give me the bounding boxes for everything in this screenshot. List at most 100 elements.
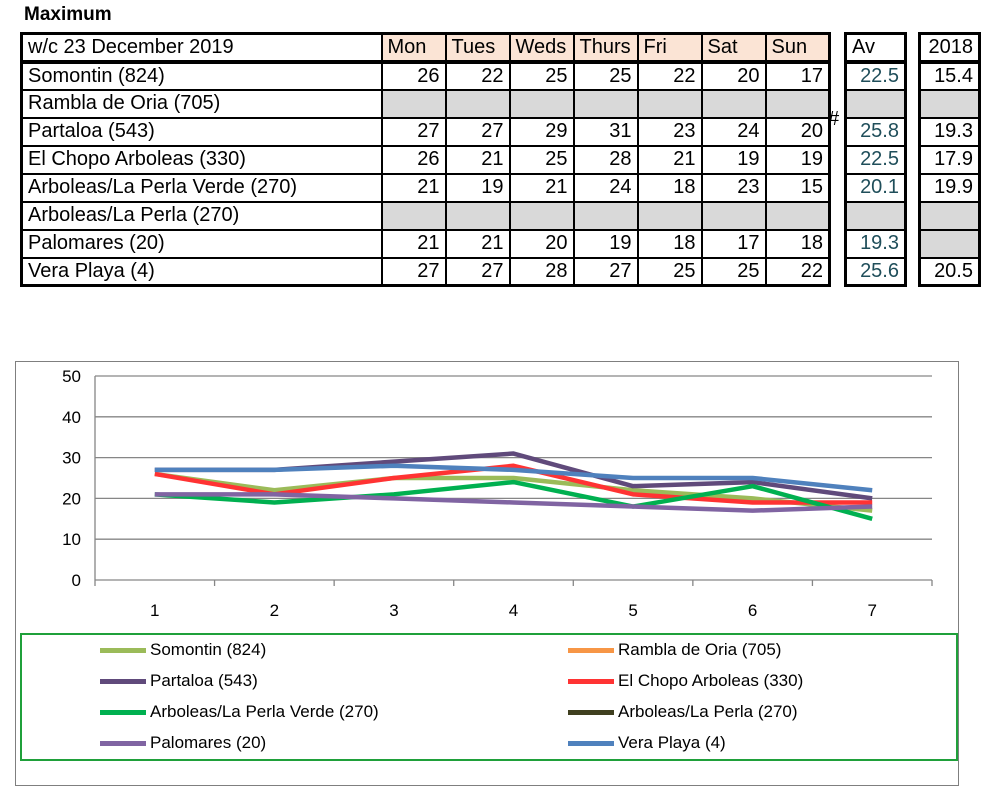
chart-legend: Somontin (824) Rambla de Oria (705) Partal…: [20, 633, 958, 761]
temperature-cell: 21: [444, 144, 511, 175]
legend-swatch: [100, 741, 146, 747]
legend-item: Partaloa (543): [100, 669, 258, 693]
temperature-cell: 20: [700, 60, 767, 91]
x-tick-label: 2: [270, 601, 279, 620]
temperature-cell: 23: [636, 116, 703, 147]
previous-year-cell: 19.9: [918, 172, 981, 203]
temperature-cell: 21: [444, 228, 511, 259]
table-row: Palomares (20) 21 21 20 19 18 17 18: [20, 228, 831, 259]
line-chart: 0 10 20 30 40 50 1 2 3 4 5 6 7: [62, 367, 933, 620]
legend-label: Partaloa (543): [150, 671, 258, 690]
temperature-cell: 28: [508, 256, 575, 287]
temperature-cell: 25: [700, 256, 767, 287]
day-header: Thurs: [572, 32, 639, 64]
temperature-cell: 22: [636, 60, 703, 91]
average-cell: 25.8: [844, 116, 907, 147]
temperature-cell: 19: [700, 144, 767, 175]
table-row: Partaloa (543) 27 27 29 31 23 24 20: [20, 116, 831, 147]
temperature-cell: 27: [380, 256, 447, 287]
previous-year-cell: 20.5: [918, 256, 981, 287]
average-cell: 20.1: [844, 172, 907, 203]
temperature-cell: 24: [572, 172, 639, 203]
week-label: w/c 23 December 2019: [20, 32, 383, 64]
legend-swatch: [568, 679, 614, 685]
temperature-cell: [700, 88, 767, 119]
average-cell: 19.3: [844, 228, 907, 259]
temperature-cell: 17: [700, 228, 767, 259]
temperature-cell: 25: [508, 144, 575, 175]
temperature-cell: 27: [444, 116, 511, 147]
previous-year-cell: 19.3: [918, 116, 981, 147]
y-tick-label: 10: [62, 530, 81, 549]
legend-label: El Chopo Arboleas (330): [618, 671, 804, 690]
table-header-row: w/c 23 December 2019 Mon Tues Weds Thurs…: [20, 32, 831, 64]
station-name: Partaloa (543): [20, 116, 383, 147]
series-line: [154, 463, 873, 493]
average-table: Av 22.5 25.8 22.5 20.1 19.3 25.6: [844, 32, 907, 287]
average-cell: 25.6: [844, 256, 907, 287]
legend-swatch: [568, 648, 614, 654]
x-tick-label: 4: [509, 601, 518, 620]
temperature-cell: [508, 88, 575, 119]
temperature-cell: 21: [508, 172, 575, 203]
legend-item: Arboleas/La Perla (270): [568, 700, 798, 724]
previous-year-cell: [918, 200, 981, 231]
y-tick-label: 20: [62, 489, 81, 508]
legend-swatch: [100, 710, 146, 716]
temperature-cell: 28: [572, 144, 639, 175]
temperature-cell: 17: [764, 60, 831, 91]
temperature-cell: 15: [764, 172, 831, 203]
average-cell: 22.5: [844, 144, 907, 175]
temperature-cell: 21: [636, 144, 703, 175]
legend-item: Vera Playa (4): [568, 731, 726, 755]
legend-item: Arboleas/La Perla Verde (270): [100, 700, 379, 724]
legend-label: Palomares (20): [150, 733, 267, 752]
previous-year-cell: [918, 88, 981, 119]
temperature-cell: 27: [444, 256, 511, 287]
temperature-cell: [764, 200, 831, 231]
temperature-cell: [380, 200, 447, 231]
page-title: Maximum: [24, 4, 112, 25]
temperature-cell: 19: [764, 144, 831, 175]
day-header: Weds: [508, 32, 575, 64]
temperature-cell: 21: [380, 228, 447, 259]
average-cell: 22.5: [844, 60, 907, 91]
day-header: Sat: [700, 32, 767, 64]
legend-item: Somontin (824): [100, 638, 266, 662]
legend-label: Somontin (824): [150, 640, 267, 659]
temperature-cell: 19: [572, 228, 639, 259]
x-tick-label: 6: [748, 601, 757, 620]
y-tick-label: 50: [62, 367, 81, 386]
temperature-cell: [572, 200, 639, 231]
table-row: Arboleas/La Perla Verde (270) 21 19 21 24 18 2…: [20, 172, 831, 203]
station-name: Arboleas/La Perla Verde (270): [20, 172, 383, 203]
temperature-cell: [508, 200, 575, 231]
temperature-cell: 25: [636, 256, 703, 287]
station-name: Rambla de Oria (705): [20, 88, 383, 119]
temperature-cell: 27: [572, 256, 639, 287]
table-row: El Chopo Arboleas (330) 26 21 25 28 21 19 19: [20, 144, 831, 175]
day-header: Tues: [444, 32, 511, 64]
legend-label: Vera Playa (4): [618, 733, 726, 752]
temperature-cell: 22: [764, 256, 831, 287]
previous-year-cell: 15.4: [918, 60, 981, 91]
temperature-cell: 19: [444, 172, 511, 203]
day-header: Sun: [764, 32, 831, 64]
previous-year-cell: [918, 228, 981, 259]
series-line: [154, 471, 873, 513]
temperature-cell: 18: [636, 228, 703, 259]
legend-label: Arboleas/La Perla (270): [618, 702, 798, 721]
legend-label: Arboleas/La Perla Verde (270): [150, 702, 379, 721]
series-line: [154, 492, 873, 513]
temperature-cell: [444, 88, 511, 119]
average-cell: [844, 200, 907, 231]
table-row: Somontin (824) 26 22 25 25 22 20 17: [20, 60, 831, 91]
legend-label: Rambla de Oria (705): [618, 640, 782, 659]
temperature-cell: 25: [508, 60, 575, 91]
temperature-cell: [380, 88, 447, 119]
temperature-cell: 24: [700, 116, 767, 147]
temperature-cell: 25: [572, 60, 639, 91]
legend-swatch: [100, 679, 146, 685]
legend-item: El Chopo Arboleas (330): [568, 669, 803, 693]
legend-swatch: [568, 741, 614, 747]
